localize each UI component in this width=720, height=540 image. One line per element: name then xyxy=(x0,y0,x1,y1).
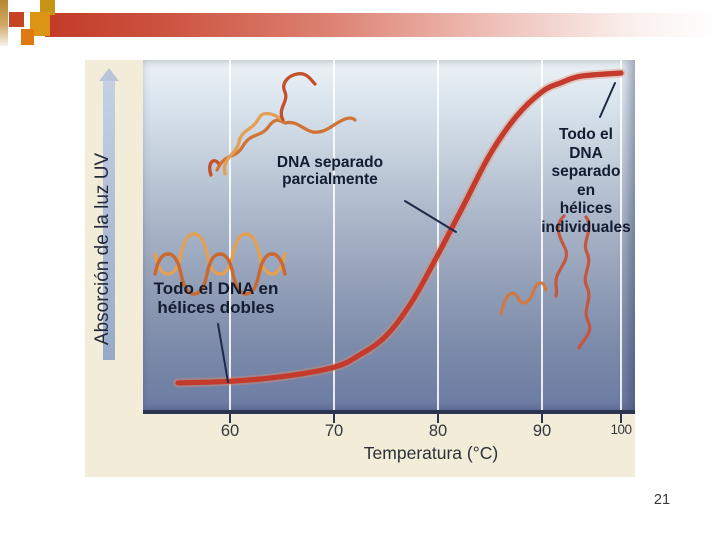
pointer-line-partial xyxy=(404,200,457,233)
gridline xyxy=(437,60,439,413)
slide-page-number: 21 xyxy=(653,492,671,508)
dna-single-strands-illustration xyxy=(499,214,592,350)
annotation-dna-double-helices: Todo el DNA en hélices dobles xyxy=(153,279,279,317)
annotation-line: DNA separado xyxy=(276,154,384,171)
x-tick-mark xyxy=(541,414,543,423)
corner-square-orange xyxy=(21,29,34,45)
dna-double-helix-illustration xyxy=(153,232,287,296)
pointer-line-double xyxy=(217,323,229,383)
annotation-line: hélices xyxy=(559,200,613,217)
plot-area xyxy=(143,60,635,413)
corner-square-red xyxy=(9,12,24,27)
melting-curve xyxy=(175,70,624,386)
x-tick-mark xyxy=(229,414,231,423)
x-tick-mark xyxy=(437,414,439,423)
annotation-dna-single-helices: Todo el DNA separado en hélices individu… xyxy=(541,126,631,237)
corner-square-gold xyxy=(30,12,50,36)
x-tick-label: 90 xyxy=(532,422,552,440)
gridline xyxy=(333,60,335,413)
annotation-line: hélices dobles xyxy=(157,297,275,317)
annotation-line: parcialmente xyxy=(282,171,378,188)
annotation-line: Todo el DNA en xyxy=(153,279,279,298)
arrow-shaft xyxy=(103,81,115,360)
gridline xyxy=(541,60,543,413)
x-axis-label: Temperatura (°C) xyxy=(363,443,499,463)
x-tick-label: 60 xyxy=(220,422,240,440)
dna-melting-curve-figure: 60 70 80 90 100 Absorción de la luz UV xyxy=(85,60,635,477)
annotation-line: individuales xyxy=(541,218,631,236)
gridline xyxy=(229,60,231,413)
corner-square-dark-gold xyxy=(40,0,55,15)
arrow-head-icon xyxy=(99,68,119,81)
x-axis-line xyxy=(143,410,635,414)
pointer-line-single xyxy=(599,82,616,118)
annotation-pointer-lines xyxy=(217,82,616,383)
x-tick-label: 100 xyxy=(610,422,632,437)
annotation-dna-partially-separated: DNA separado parcialmente xyxy=(277,154,383,188)
gridline xyxy=(620,60,622,413)
x-tick-mark xyxy=(620,414,622,423)
x-tick-mark xyxy=(333,414,335,423)
corner-vertical-bar xyxy=(0,0,8,46)
annotation-line: Todo el DNA xyxy=(559,126,613,162)
figure-artwork xyxy=(153,68,626,388)
x-tick-label: 80 xyxy=(428,422,448,440)
x-tick-label: 70 xyxy=(324,422,344,440)
annotation-line: separado en xyxy=(551,163,621,199)
y-axis-arrow xyxy=(99,68,119,360)
dna-partially-separated-illustration xyxy=(208,72,357,177)
header-accent-bar xyxy=(45,13,720,37)
